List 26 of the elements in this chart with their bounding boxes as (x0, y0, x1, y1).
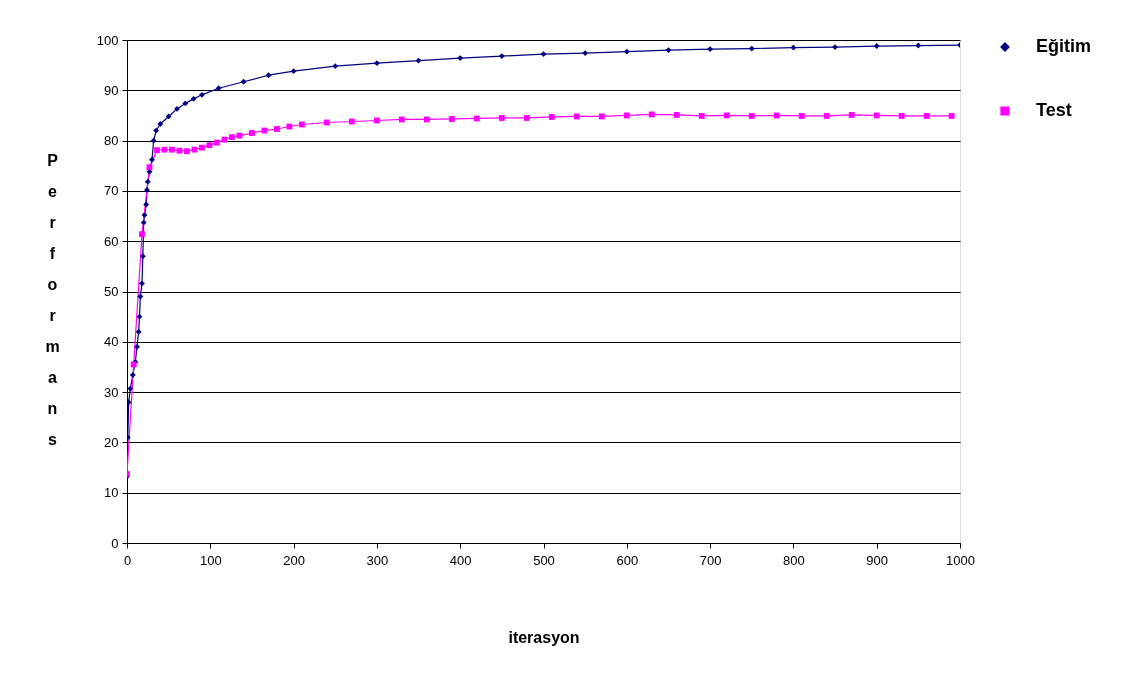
y-tick-label: 20 (104, 434, 119, 450)
y-tick-label: 60 (104, 233, 119, 249)
y-tick-label: 0 (111, 535, 119, 551)
x-tick-label: 800 (783, 552, 805, 568)
y-tick-label: 10 (104, 485, 119, 501)
x-axis-title: iterasyon (508, 628, 580, 646)
y-tick-label: 100 (96, 32, 119, 48)
x-tick-label: 900 (866, 552, 889, 568)
y-tick-label: 90 (104, 82, 119, 98)
y-tick-label: 50 (104, 284, 119, 299)
y-tick-label: 70 (104, 183, 119, 199)
x-tick-label: 0 (123, 552, 132, 568)
text: Performans (45, 151, 60, 448)
x-tick-label: 400 (449, 552, 472, 568)
x-tick-label: 500 (533, 552, 555, 568)
x-tick-label: 700 (699, 552, 722, 568)
y-tick-label: 30 (104, 384, 119, 400)
legend-label: Eğitim (1036, 36, 1092, 56)
y-tick-label: 40 (104, 334, 119, 350)
x-tick-label: 300 (366, 552, 389, 568)
x-tick-label: 600 (616, 552, 639, 568)
x-tick-label: 200 (283, 552, 305, 568)
legend-label: Test (1036, 100, 1072, 120)
x-tick-label: 100 (199, 552, 222, 568)
x-tick-label: 1000 (946, 552, 975, 568)
y-tick-label: 80 (104, 133, 119, 149)
